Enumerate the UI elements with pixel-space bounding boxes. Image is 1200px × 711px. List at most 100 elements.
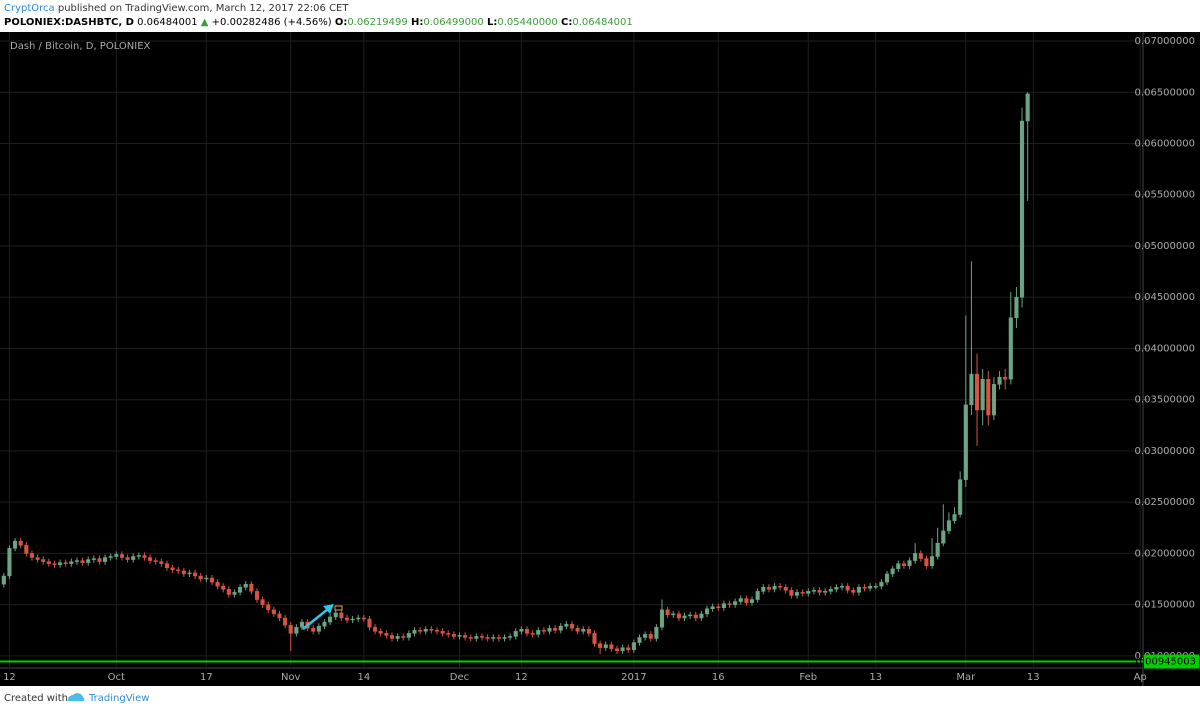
candle-body [598,643,603,648]
candle-body [451,634,456,637]
candle-body [266,604,271,611]
candle-body [457,635,462,637]
candle-body [119,554,125,558]
candle-body [181,570,186,575]
y-tick-label: 0.04500000 [1135,292,1195,303]
candle-body [395,636,400,639]
candle-body [918,553,923,559]
candle-body [1003,376,1008,380]
candle-body [29,553,34,558]
candle-body [485,637,490,639]
candle-body [761,586,766,592]
candle-body [682,615,687,619]
candle-body [648,634,653,639]
candle-body [913,553,918,561]
candle-body [232,592,237,595]
up-icon: ▲ [201,17,209,28]
y-tick-label: 0.05500000 [1135,190,1195,201]
candle-body [676,613,681,619]
candle-body [316,625,321,632]
candle-body [378,631,383,634]
candle-body [434,630,440,632]
published: published on TradingView.com, March 12, … [58,3,350,14]
candle-body [1025,93,1030,122]
candle-body [401,636,406,638]
candle-body [24,544,29,554]
footer-brand[interactable]: TradingView [88,693,149,704]
header-line: CryptOrca published on TradingView.com, … [4,3,349,14]
candle-body [86,559,91,563]
candle-body [654,626,659,639]
candle-body [710,606,715,610]
candle-body [755,591,760,600]
x-tick-label: Oct [108,672,125,683]
candle-body [277,613,282,619]
ohlc-value: 0.05440000 [497,17,557,28]
candle-body [935,542,940,557]
x-tick-label: 13 [1027,672,1040,683]
candle-body [367,618,372,628]
candle-body [215,581,220,587]
author[interactable]: CryptOrca [4,3,55,14]
arrow-shaft [302,608,329,630]
x-tick-label: Dec [450,672,469,683]
candle-body [811,590,816,592]
candle-body [969,373,974,406]
candle-body [288,624,293,634]
candle-body [884,573,890,583]
candle-body [513,631,518,637]
last-price: 0.06484001 [137,17,197,28]
price-label: 0.00945003 [1136,657,1196,668]
candle-body [63,562,68,564]
candle-body [659,609,665,628]
ohlc-label: L: [487,17,497,28]
y-tick-label: 0.05000000 [1135,241,1195,252]
candle-body [52,563,57,565]
candle-body [536,630,541,635]
candle-body [873,585,878,588]
y-tick-label: 0.02000000 [1135,548,1195,559]
candle-body [114,554,119,557]
candle-body [688,614,693,617]
candle-body [980,378,985,411]
x-tick-label: Feb [799,672,817,683]
candle-body [1,575,6,585]
candle-body [879,581,884,587]
candle-body [716,606,721,608]
candle-body [412,630,417,634]
candle-body [896,563,901,570]
candle-body [609,644,614,649]
candle-body [125,557,130,560]
candle-body [423,629,428,632]
candle-body [446,633,451,635]
candle-body [834,586,839,590]
candle-body [311,627,316,632]
candle-body [350,618,355,621]
candle-body [474,636,479,639]
candle-body [868,585,873,589]
x-tick-label: 12 [3,672,16,683]
candle-body [46,561,51,564]
candle-body [41,559,46,562]
candle-body [13,540,18,549]
candle-body [204,577,209,580]
y-tick-label: 0.03000000 [1135,446,1195,457]
candle-body [603,644,608,648]
candle-body [91,558,96,560]
candle-body [541,630,546,632]
candle-body [800,592,805,594]
annotation-arrow [302,604,343,630]
candle-body [373,626,378,632]
candle-body [103,557,108,562]
candle-body [845,585,850,591]
candle-body [671,613,676,616]
y-tick-label: 0.06500000 [1135,87,1195,98]
candle-body [553,627,558,631]
candle-body [209,577,215,583]
y-tick-label: 0.01500000 [1135,600,1195,611]
candle-body [479,636,485,638]
candle-body [946,520,951,532]
candle-body [704,608,710,615]
candle-body [328,616,333,623]
